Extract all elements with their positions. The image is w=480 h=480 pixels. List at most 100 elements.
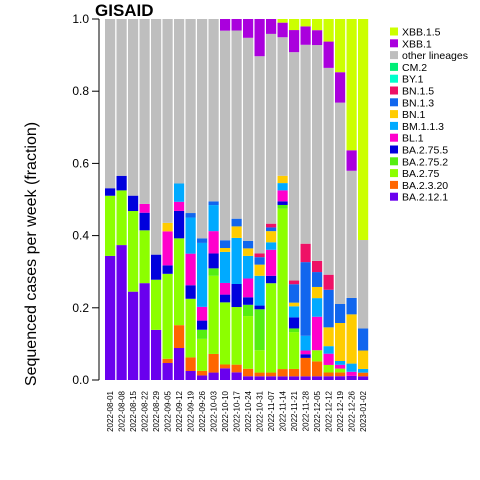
bar-segment-other-lineages-2022-10-10 (220, 30, 231, 241)
bar-segment-bl-1-2022-12-05 (312, 316, 323, 351)
bar-segment-bn-1-3-2022-10-24 (243, 240, 254, 249)
bar-segment-bm-1-1-3-2022-10-10 (220, 251, 231, 283)
bar-segment-other-lineages-2022-08-29 (151, 19, 162, 255)
bar-segment-ba-2-75-2-2022-10-31 (254, 309, 265, 351)
x-tick-label: 2022-12-19 (336, 390, 345, 431)
bar-segment-ba-2-12-1-2022-09-26 (197, 375, 208, 380)
bar-segment-ba-2-12-1-2022-11-14 (277, 376, 288, 380)
x-tick-label: 2022-08-08 (118, 390, 127, 431)
legend-swatch (390, 110, 398, 119)
bar-segment-ba-2-12-1-2022-09-12 (174, 348, 185, 380)
bar-segment-ba-2-75-2022-11-21 (289, 332, 300, 369)
bar-segment-other-lineages-2022-10-24 (243, 37, 254, 241)
x-tick-label: 2023-01-02 (359, 390, 368, 431)
x-axis: 2022-08-01 2022-08-08 2022-08-15 2022-08-22… (106, 390, 368, 431)
y-tick-label: 0.0 (72, 373, 89, 387)
bar-segment-ba-2-75-2022-09-12 (174, 238, 185, 326)
bar-segment-bm-1-1-3-2022-10-17 (231, 237, 242, 284)
bar-segment-ba-2-75-2-2022-11-14 (277, 204, 288, 209)
bar-segment-bn-1-3-2022-11-07 (266, 227, 277, 232)
bar-segment-ba-2-12-1-2022-10-03 (208, 372, 219, 380)
bar-segment-xbb-1-5-2023-01-02 (358, 19, 369, 241)
bar-segment-ba-2-3-20-2022-09-19 (185, 357, 196, 371)
bar-segment-ba-2-75-2022-11-14 (277, 208, 288, 370)
bar-segment-bm-1-1-3-2022-11-14 (277, 183, 288, 191)
y-tick-label: 0.2 (72, 301, 89, 315)
bar-segment-bn-1-3-2022-10-31 (254, 257, 265, 265)
bar-segment-other-lineages-2022-08-08 (116, 19, 127, 176)
legend-swatch (390, 39, 398, 48)
bar-segment-ba-2-75-5-2022-11-21 (289, 317, 300, 329)
x-tick-label: 2022-11-28 (302, 390, 311, 431)
bar-segment-bn-1-3-2022-11-21 (289, 284, 300, 303)
bar-segment-bl-1-2022-10-24 (243, 278, 254, 298)
bar-segment-ba-2-3-20-2022-11-14 (277, 369, 288, 377)
bar-segment-ba-2-12-1-2022-11-21 (289, 376, 300, 380)
bar-segment-ba-2-3-20-2022-10-24 (243, 368, 254, 377)
bar-segment-bn-1-3-2022-12-05 (312, 272, 323, 287)
bar-segment-xbb-1-2022-10-10 (220, 19, 231, 31)
bar-segment-bm-1-1-3-2022-12-05 (312, 298, 323, 317)
bar-segment-xbb-1-5-2022-11-28 (300, 19, 311, 27)
bars-layer (105, 19, 369, 380)
bar-segment-ba-2-75-2022-10-17 (231, 307, 242, 365)
bar-segment-ba-2-12-1-2022-10-17 (231, 372, 242, 380)
bar-segment-ba-2-75-5-2022-10-24 (243, 297, 254, 305)
legend-label: BM.1.1.3 (402, 121, 444, 133)
legend-swatch (390, 121, 398, 130)
bar-segment-bn-1-3-2023-01-02 (358, 328, 369, 351)
bar-segment-bm-1-1-3-2022-12-26 (346, 363, 357, 372)
bar-segment-xbb-1-5-2022-12-05 (312, 19, 323, 31)
x-tick-label: 2022-12-26 (348, 390, 357, 431)
bar-segment-ba-2-75-5-2022-11-07 (266, 275, 277, 284)
bar-segment-ba-2-75-2022-08-22 (139, 230, 150, 284)
bar-segment-xbb-1-2022-11-28 (300, 26, 311, 45)
x-tick-label: 2022-10-24 (244, 390, 253, 431)
x-tick-label: 2022-11-14 (279, 390, 288, 431)
bar-segment-xbb-1-2022-10-24 (243, 19, 254, 38)
bar-segment-other-lineages-2022-08-01 (105, 19, 116, 189)
y-axis-label: Sequenced cases per week (fraction) (23, 122, 40, 386)
legend-swatch (390, 133, 398, 142)
bar-segment-xbb-1-2022-10-31 (254, 19, 265, 57)
bar-segment-ba-2-12-1-2023-01-02 (358, 376, 369, 380)
bar-segment-xbb-1-5-2022-11-21 (289, 19, 300, 31)
y-tick-label: 0.6 (72, 156, 89, 170)
x-tick-label: 2022-10-17 (233, 390, 242, 431)
x-tick-label: 2022-09-26 (198, 390, 207, 431)
bar-segment-bn-1-2022-10-17 (231, 226, 242, 238)
bar-segment-bn-1-2022-10-10 (220, 248, 231, 252)
bar-segment-bn-1-2022-12-26 (346, 314, 357, 364)
bar-segment-xbb-1-5-2022-12-12 (323, 19, 334, 42)
bar-segment-bm-1-1-3-2022-12-12 (323, 346, 334, 354)
bar-segment-bn-1-3-2022-10-17 (231, 218, 242, 227)
bar-segment-bn-1-2022-12-19 (335, 323, 346, 361)
legend-swatch (390, 157, 398, 166)
bar-segment-ba-2-3-20-2022-10-10 (220, 364, 231, 369)
bar-segment-bl-1-2022-12-26 (346, 371, 357, 376)
bar-segment-other-lineages-2022-09-19 (185, 19, 196, 214)
bar-segment-bn-1-3-2022-12-12 (323, 289, 334, 328)
bar-segment-bn-1-2022-12-05 (312, 286, 323, 299)
bar-segment-other-lineages-2022-10-03 (208, 19, 219, 202)
bar-segment-bl-1-2022-09-12 (174, 201, 185, 211)
bar-segment-ba-2-75-2022-10-24 (243, 316, 254, 369)
bar-segment-bl-1-2022-11-28 (300, 350, 311, 355)
bar-segment-ba-2-75-2022-08-29 (151, 279, 162, 330)
bar-segment-bn-1-3-2022-11-28 (300, 262, 311, 336)
bar-segment-bm-1-1-3-2022-11-07 (266, 242, 277, 250)
bar-segment-ba-2-75-2022-12-19 (335, 368, 346, 373)
bar-segment-ba-2-75-2022-10-31 (254, 350, 265, 373)
bar-segment-bn-1-2022-09-05 (162, 222, 173, 232)
bar-segment-ba-2-12-1-2022-09-05 (162, 363, 173, 380)
bar-segment-ba-2-12-1-2022-08-15 (128, 291, 139, 380)
bar-segment-bl-1-2022-12-19 (335, 364, 346, 369)
bar-segment-ba-2-75-5-2022-08-01 (105, 188, 116, 196)
bar-segment-ba-2-75-5-2022-09-05 (162, 265, 173, 274)
bar-segment-ba-2-12-1-2022-09-19 (185, 370, 196, 380)
bar-segment-bl-1-2022-11-07 (266, 249, 277, 276)
bar-segment-bn-1-5-2022-11-21 (289, 280, 300, 285)
bar-segment-other-lineages-2023-01-02 (358, 240, 369, 329)
bar-segment-other-lineages-2022-08-15 (128, 19, 139, 196)
